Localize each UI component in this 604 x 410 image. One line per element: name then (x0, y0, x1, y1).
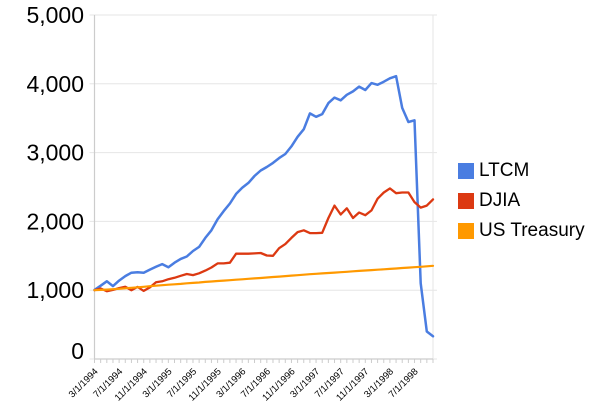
axes (93, 15, 434, 360)
legend-label-djia: DJIA (479, 190, 521, 211)
legend-label-ltcm: LTCM (479, 160, 530, 181)
y-axis-label: 0 (71, 338, 84, 364)
y-axis-label: 4,000 (26, 71, 84, 97)
legend-item-djia: DJIA (458, 190, 585, 211)
legend-swatch-ltcm (458, 163, 474, 179)
legend: LTCM DJIA US Treasury (458, 160, 585, 241)
x-axis-labels: 3/1/19947/1/199411/1/19943/1/19957/1/199… (67, 366, 421, 403)
y-axis-label: 3,000 (26, 140, 84, 166)
legend-label-us-treasury: US Treasury (479, 220, 585, 241)
y-axis-label: 5,000 (26, 2, 84, 28)
series-line-ltcm (93, 74, 435, 338)
gridlines (89, 14, 437, 360)
y-axis-labels: 0 1,000 2,000 3,000 4,000 5,000 (26, 2, 84, 364)
series-line-djia (93, 187, 435, 293)
legend-swatch-us-treasury (458, 223, 474, 239)
legend-item-us-treasury: US Treasury (458, 220, 585, 241)
legend-swatch-djia (458, 193, 474, 209)
y-axis-label: 2,000 (26, 208, 84, 234)
series-line-us-treasury (93, 264, 435, 292)
y-axis-label: 1,000 (26, 277, 84, 303)
legend-item-ltcm: LTCM (458, 160, 585, 181)
x-axis-ticks (94, 359, 434, 363)
